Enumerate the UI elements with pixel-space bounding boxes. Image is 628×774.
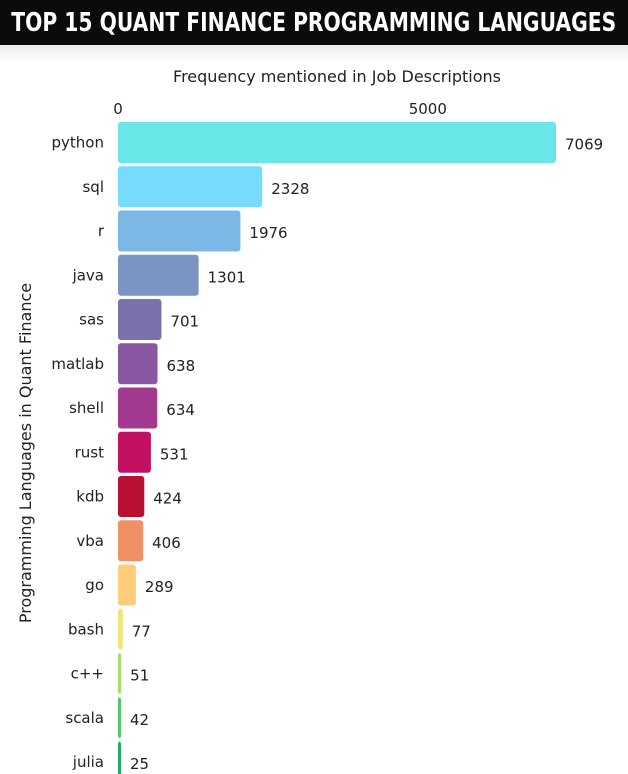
title-shadow xyxy=(0,45,628,63)
value-label: 638 xyxy=(167,357,196,375)
value-label: 25 xyxy=(130,755,149,773)
x-axis-title: Frequency mentioned in Job Descriptions xyxy=(173,67,501,86)
category-label: rust xyxy=(75,443,104,461)
value-label: 424 xyxy=(153,490,182,508)
category-label: shell xyxy=(69,399,104,417)
value-label: 1301 xyxy=(208,268,246,286)
value-label: 406 xyxy=(152,534,181,552)
category-label: vba xyxy=(76,532,104,550)
y-axis-title: Programming Languages in Quant Finance xyxy=(16,283,35,623)
value-label: 77 xyxy=(132,622,151,640)
value-label: 1976 xyxy=(249,224,287,242)
bar-vba[interactable] xyxy=(118,520,144,562)
bar-julia[interactable] xyxy=(118,741,121,774)
bar-matlab[interactable] xyxy=(118,343,158,385)
value-label: 2328 xyxy=(271,180,309,198)
category-label: go xyxy=(85,576,104,594)
category-label: r xyxy=(98,222,105,240)
chart-title: TOP 15 QUANT FINANCE PROGRAMMING LANGUAG… xyxy=(11,7,617,38)
value-label: 289 xyxy=(145,578,174,596)
category-label: scala xyxy=(65,709,104,727)
value-label: 51 xyxy=(130,667,149,685)
category-label: julia xyxy=(72,753,104,771)
bar-shell[interactable] xyxy=(118,387,158,429)
bar-java[interactable] xyxy=(118,254,199,296)
bar-go[interactable] xyxy=(118,564,136,606)
bar-r[interactable] xyxy=(118,210,241,252)
category-label: java xyxy=(72,266,104,284)
bar-scala[interactable] xyxy=(118,697,121,739)
title-bar: TOP 15 QUANT FINANCE PROGRAMMING LANGUAG… xyxy=(0,0,628,45)
value-label: 701 xyxy=(170,313,199,331)
category-label: c++ xyxy=(71,665,104,683)
bar-rust[interactable] xyxy=(118,431,151,473)
bar-c++[interactable] xyxy=(118,653,122,694)
x-tick-label: 0 xyxy=(113,100,123,118)
category-label: bash xyxy=(68,620,104,638)
category-label: matlab xyxy=(51,355,104,373)
category-label: sas xyxy=(79,311,104,329)
category-label: python xyxy=(52,134,104,152)
bar-kdb[interactable] xyxy=(118,476,145,517)
value-label: 7069 xyxy=(565,136,603,154)
value-label: 531 xyxy=(160,445,189,463)
category-label: sql xyxy=(82,178,104,196)
x-tick-label: 5000 xyxy=(409,100,447,118)
value-label: 634 xyxy=(166,401,195,419)
category-label: kdb xyxy=(76,488,104,506)
bar-bash[interactable] xyxy=(118,608,123,650)
bar-sql[interactable] xyxy=(118,166,263,208)
bar-sas[interactable] xyxy=(118,299,162,340)
value-label: 42 xyxy=(130,711,149,729)
bar-python[interactable] xyxy=(118,122,556,163)
